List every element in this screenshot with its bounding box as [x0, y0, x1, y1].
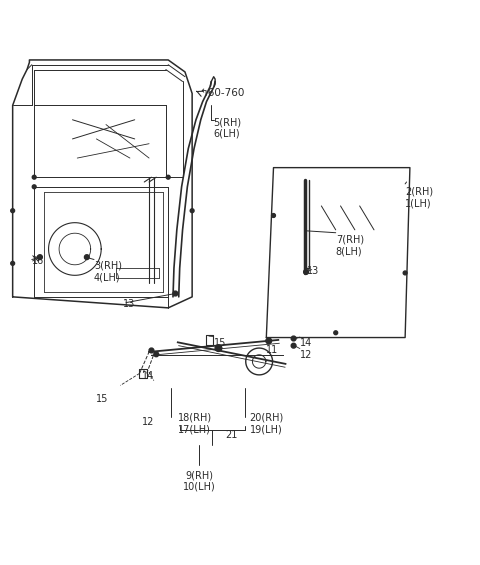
- Text: 3(RH)
4(LH): 3(RH) 4(LH): [94, 261, 122, 282]
- Circle shape: [173, 291, 178, 296]
- Circle shape: [304, 270, 309, 275]
- Circle shape: [84, 255, 89, 259]
- Text: ↰60-760: ↰60-760: [199, 89, 245, 98]
- Circle shape: [37, 255, 42, 259]
- Circle shape: [154, 352, 158, 357]
- Circle shape: [272, 214, 276, 218]
- Text: 2(RH)
1(LH): 2(RH) 1(LH): [405, 187, 433, 208]
- Circle shape: [266, 338, 272, 344]
- Text: 12: 12: [142, 418, 154, 428]
- Text: 11: 11: [266, 345, 278, 355]
- Circle shape: [32, 175, 36, 179]
- Circle shape: [403, 271, 407, 275]
- Text: 15: 15: [96, 394, 109, 403]
- Circle shape: [149, 348, 154, 353]
- Circle shape: [11, 262, 14, 266]
- Text: 13: 13: [123, 299, 135, 309]
- Circle shape: [215, 345, 222, 351]
- Circle shape: [32, 185, 36, 189]
- Text: 7(RH)
8(LH): 7(RH) 8(LH): [336, 234, 364, 257]
- Text: 14: 14: [142, 371, 154, 381]
- Text: 5(RH)
6(LH): 5(RH) 6(LH): [214, 118, 242, 139]
- Circle shape: [291, 336, 296, 341]
- Circle shape: [334, 331, 337, 334]
- Text: 15: 15: [214, 337, 226, 347]
- Circle shape: [190, 209, 194, 212]
- Text: 21: 21: [226, 430, 238, 440]
- Text: 18(RH)
17(LH): 18(RH) 17(LH): [178, 412, 212, 434]
- Text: 16: 16: [32, 256, 44, 266]
- Text: 20(RH)
19(LH): 20(RH) 19(LH): [250, 412, 284, 434]
- Text: 9(RH)
10(LH): 9(RH) 10(LH): [183, 470, 216, 492]
- Circle shape: [11, 209, 14, 212]
- Circle shape: [166, 175, 170, 179]
- Text: 14: 14: [300, 337, 312, 347]
- Text: 13: 13: [307, 266, 319, 276]
- Text: 12: 12: [300, 350, 312, 359]
- Circle shape: [291, 344, 296, 348]
